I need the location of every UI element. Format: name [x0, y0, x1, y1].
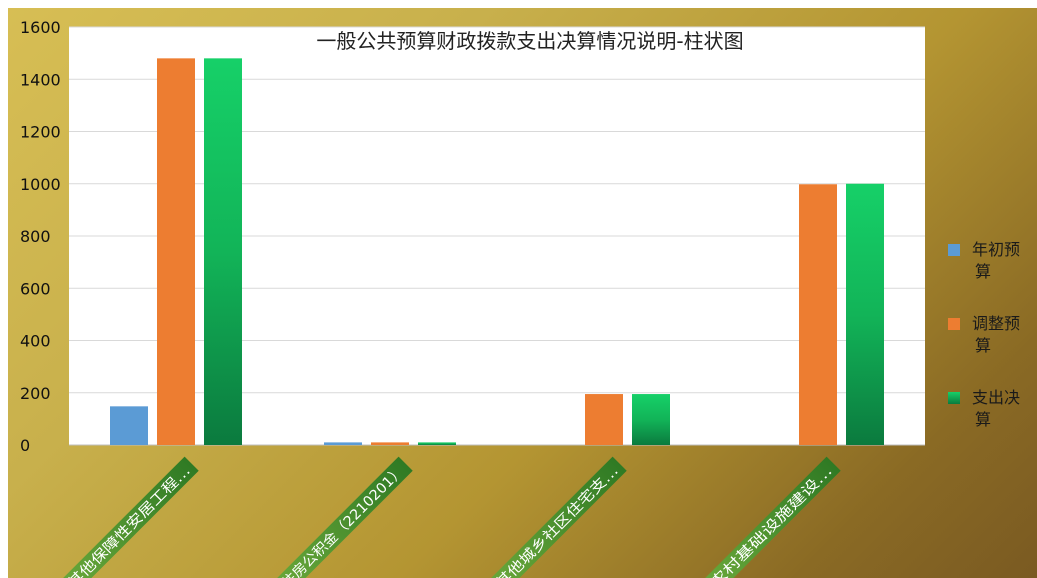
legend-label: 调整预 — [972, 314, 1020, 333]
bar-initial-budget-0 — [110, 406, 148, 445]
y-tick-label: 600 — [20, 279, 51, 298]
y-tick-label: 1200 — [20, 123, 61, 142]
legend-label: 算 — [975, 410, 991, 429]
bar-adjusted-budget-1 — [371, 442, 409, 445]
y-tick-label: 200 — [20, 384, 51, 403]
legend-swatch — [948, 318, 960, 330]
bar-final-expenditure-0 — [204, 58, 242, 445]
bar-adjusted-budget-3 — [799, 184, 837, 445]
x-tick-label: 住房公积金（2210201） — [272, 456, 413, 578]
chart-title: 一般公共预算财政拨款支出决算情况说明-柱状图 — [316, 29, 743, 53]
bar-initial-budget-1 — [324, 442, 362, 445]
legend-label: 支出决 — [972, 388, 1020, 407]
x-label-background — [272, 456, 413, 578]
bar-final-expenditure-1 — [418, 442, 456, 445]
x-label-background — [486, 456, 627, 578]
bar-final-expenditure-3 — [846, 183, 884, 445]
y-tick-label: 800 — [20, 227, 51, 246]
y-tick-label: 1000 — [20, 175, 61, 194]
legend-label: 算 — [975, 262, 991, 281]
y-axis-ticks: 0 200 400 600 800 1000 1200 1400 1600 — [20, 18, 61, 455]
bar-adjusted-budget-2 — [585, 394, 623, 445]
x-axis-labels: 其他保障性安居工程… 住房公积金（2210201） 其他城乡社区住宅支… 农村基础设施… — [58, 456, 841, 578]
legend-swatch — [948, 392, 960, 404]
y-tick-label: 400 — [20, 332, 51, 351]
x-tick-label-text: 其他保障性安居工程… — [65, 463, 194, 578]
legend-label: 年初预 — [972, 240, 1020, 259]
x-label-background — [700, 456, 841, 578]
bar-final-expenditure-2 — [632, 394, 670, 445]
legend-swatch — [948, 244, 960, 256]
bars — [110, 58, 884, 445]
x-label-background — [58, 456, 199, 578]
x-tick-label-text: 住房公积金（2210201） — [279, 463, 408, 578]
x-tick-label: 其他城乡社区住宅支… — [486, 456, 627, 578]
y-tick-label: 1400 — [20, 70, 61, 89]
y-tick-label: 1600 — [20, 18, 61, 37]
y-tick-label: 0 — [20, 436, 30, 455]
bar-adjusted-budget-0 — [157, 58, 195, 445]
x-tick-label-text: 其他城乡社区住宅支… — [493, 463, 622, 578]
x-tick-label: 农村基础设施建设… — [700, 456, 841, 578]
legend-label: 算 — [975, 336, 991, 355]
x-tick-label-text: 农村基础设施建设… — [706, 462, 835, 578]
x-tick-label: 其他保障性安居工程… — [58, 456, 199, 578]
